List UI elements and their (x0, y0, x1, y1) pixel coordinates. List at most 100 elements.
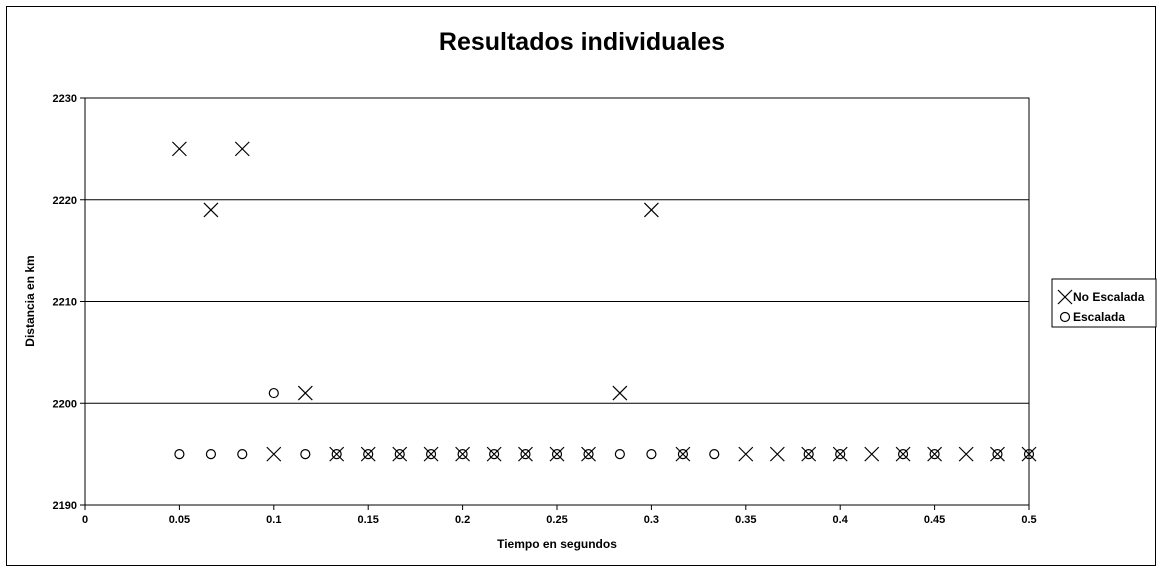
x-stroke (1057, 289, 1073, 305)
x-axis-ticks: 0 0.05 0.1 0.15 0.2 0.25 0.3 0.35 0.4 0.45 0.5 (82, 505, 1037, 526)
point-no-escalada (927, 446, 943, 462)
point-escalada (174, 449, 185, 460)
x-tick-label: 0.5 (1021, 514, 1036, 526)
point-no-escalada (832, 446, 848, 462)
x-stroke (801, 446, 817, 462)
x-stroke (738, 446, 754, 462)
x-stroke (392, 446, 408, 462)
x-stroke (297, 385, 313, 401)
point-escalada (300, 449, 311, 460)
point-no-escalada (203, 202, 219, 218)
point-escalada (551, 449, 563, 460)
x-tick-label: 0.2 (455, 514, 470, 526)
point-no-escalada (864, 446, 880, 462)
x-stroke (266, 446, 282, 462)
point-no-escalada (675, 446, 691, 462)
point-no-escalada (738, 446, 754, 462)
point-escalada (583, 449, 594, 460)
point-no-escalada (360, 446, 376, 462)
point-no-escalada (329, 446, 345, 462)
point-no-escalada (990, 446, 1005, 462)
x-stroke (486, 446, 502, 462)
y-tick-label: 2210 (53, 297, 77, 309)
x-tick-label: 0.35 (735, 514, 756, 526)
point-no-escalada (1021, 446, 1037, 462)
legend-marker-no-escalada (1057, 289, 1073, 305)
x-tick-label: 0.3 (644, 514, 659, 526)
legend: No Escalada Escalada (1051, 278, 1157, 328)
x-stroke (643, 202, 659, 218)
x-stroke (769, 446, 785, 462)
point-escalada (205, 449, 217, 460)
y-tick-label: 2220 (53, 195, 77, 207)
point-no-escalada (423, 446, 439, 462)
point-escalada (709, 449, 720, 460)
point-escalada (363, 449, 374, 460)
point-escalada (268, 387, 279, 399)
data-markers (171, 141, 1037, 462)
x-tick-label: 0.4 (833, 514, 849, 526)
x-stroke (171, 141, 187, 157)
x-stroke (927, 446, 943, 462)
x-stroke (958, 446, 974, 462)
legend-marker-escalada (1059, 311, 1071, 323)
y-tick-label: 2200 (53, 398, 77, 410)
y-tick-label: 2190 (53, 500, 77, 512)
x-tick-label: 0.15 (357, 514, 378, 526)
point-escalada (1023, 449, 1035, 460)
x-stroke (518, 446, 533, 462)
point-no-escalada (801, 446, 817, 462)
point-no-escalada (581, 446, 596, 462)
x-stroke (360, 446, 376, 462)
point-no-escalada (297, 385, 313, 401)
x-stroke (234, 141, 250, 157)
point-escalada (646, 449, 657, 460)
point-no-escalada (171, 141, 187, 157)
x-tick-label: 0.1 (266, 514, 281, 526)
legend-label-no-escalada: No Escalada (1073, 290, 1145, 304)
point-escalada (457, 449, 468, 460)
x-stroke (864, 446, 880, 462)
point-escalada (489, 449, 500, 460)
point-no-escalada (234, 141, 250, 157)
x-axis-label: Tiempo en segundos (497, 537, 617, 551)
point-escalada (677, 449, 689, 460)
chart-frame: Resultados individuales 2190 2200 2210 2220… (6, 6, 1157, 566)
point-escalada (835, 449, 846, 460)
point-escalada (992, 449, 1003, 460)
point-escalada (394, 449, 405, 460)
x-stroke (581, 446, 596, 462)
point-escalada (520, 449, 531, 460)
point-no-escalada (455, 446, 471, 462)
x-stroke (895, 446, 911, 462)
y-axis-label: Distancia en km (23, 255, 37, 346)
point-no-escalada (486, 446, 502, 462)
legend-label-escalada: Escalada (1073, 310, 1125, 324)
point-escalada (803, 449, 814, 460)
point-no-escalada (612, 385, 628, 401)
x-stroke (329, 446, 345, 462)
x-tick-label: 0.05 (169, 514, 190, 526)
scatter-chart: Resultados individuales 2190 2200 2210 2220… (23, 28, 1157, 551)
point-no-escalada (769, 446, 785, 462)
point-escalada (331, 449, 342, 460)
x-stroke (832, 446, 848, 462)
point-no-escalada (895, 446, 911, 462)
x-tick-label: 0 (82, 514, 88, 526)
x-stroke (990, 446, 1005, 462)
x-stroke (203, 202, 219, 218)
point-escalada (425, 449, 437, 460)
point-no-escalada (266, 446, 282, 462)
chart-title: Resultados individuales (439, 28, 725, 56)
point-escalada (237, 449, 248, 460)
x-stroke (549, 446, 565, 462)
point-no-escalada (549, 446, 565, 462)
point-escalada (929, 449, 940, 460)
x-stroke (1021, 446, 1037, 462)
x-tick-label: 0.45 (924, 514, 945, 526)
point-no-escalada (958, 446, 974, 462)
gridlines (85, 199, 1029, 404)
point-escalada (614, 449, 625, 460)
point-escalada (897, 449, 909, 460)
y-tick-label: 2230 (53, 93, 77, 105)
